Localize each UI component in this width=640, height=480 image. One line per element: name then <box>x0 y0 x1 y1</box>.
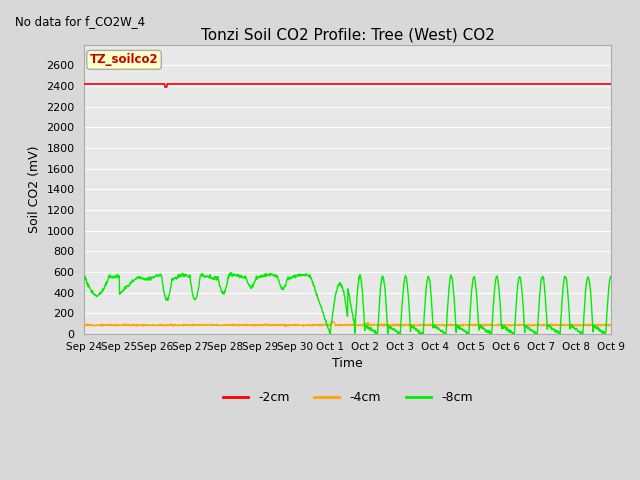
Title: Tonzi Soil CO2 Profile: Tree (West) CO2: Tonzi Soil CO2 Profile: Tree (West) CO2 <box>201 27 495 42</box>
Text: TZ_soilco2: TZ_soilco2 <box>90 53 158 66</box>
Legend: -2cm, -4cm, -8cm: -2cm, -4cm, -8cm <box>218 386 477 409</box>
Text: No data for f_CO2W_4: No data for f_CO2W_4 <box>15 15 145 28</box>
Y-axis label: Soil CO2 (mV): Soil CO2 (mV) <box>28 145 41 233</box>
X-axis label: Time: Time <box>332 357 363 371</box>
